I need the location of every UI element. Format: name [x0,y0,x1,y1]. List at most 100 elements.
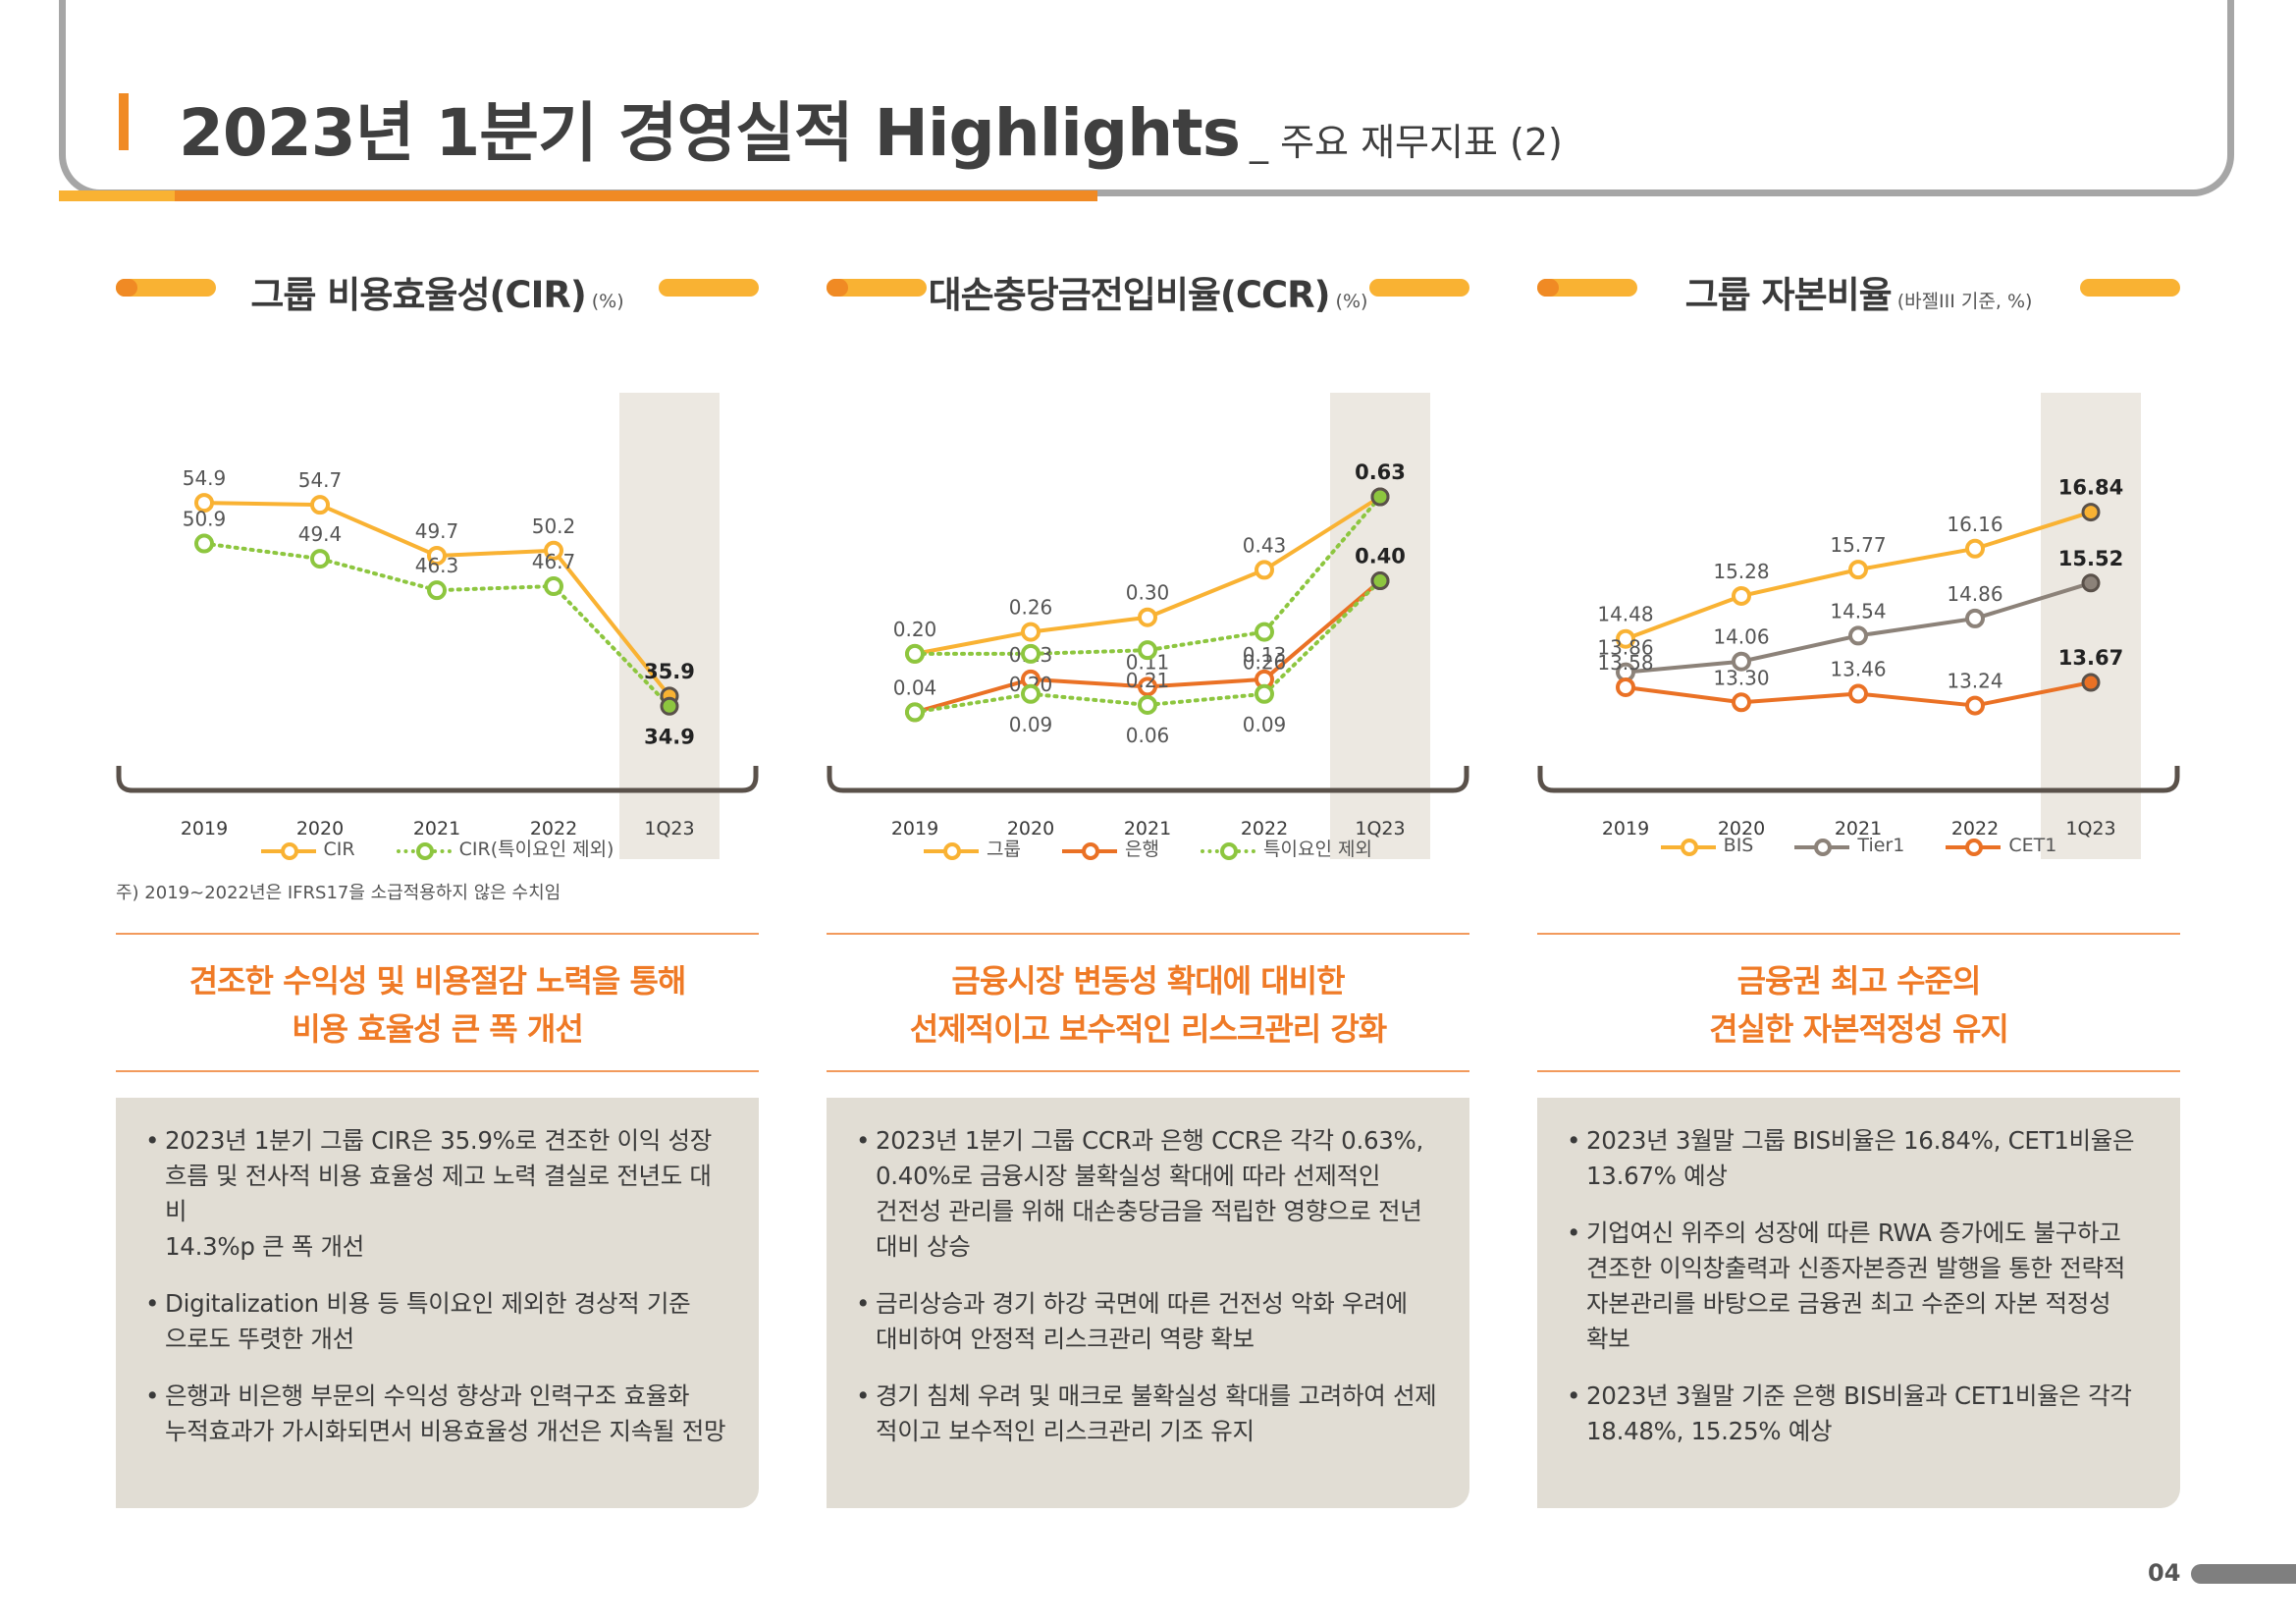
legend-swatch [396,841,452,860]
summary-rule-bottom [1537,1070,2180,1072]
data-label: 16.84 [2058,476,2123,500]
data-point [1138,607,1157,627]
summary-line: 금융시장 변동성 확대에 대비한 [951,962,1345,1000]
data-label: 0.04 [893,676,937,699]
section-title-unit: (%) [1335,291,1368,312]
bullet-line: 적이고 보수적인 리스크관리 기조 유지 [876,1417,1255,1445]
data-point [544,576,563,597]
bullet-line: Digitalization 비용 등 특이요인 제외한 경상적 기준 [165,1289,691,1318]
data-point [1255,560,1274,580]
legend-label: BIS [1723,835,1754,856]
data-label: 46.3 [415,554,459,577]
bullet-line: 은행과 비은행 부문의 수익성 향상과 인력구조 효율화 [165,1381,690,1410]
x-tick-label: 2021 [413,818,460,839]
data-point [1848,560,1868,580]
data-label: 0.43 [1243,533,1287,557]
bullet-item: 2023년 1분기 그룹 CCR과 은행 CCR은 각각 0.63%, 0.40%… [856,1123,1440,1265]
data-label: 49.4 [298,522,343,546]
legend-item-cir-excl: CIR(특이요인 제외) [396,835,614,861]
data-point [1732,585,1751,606]
bullet-line: 2023년 3월말 그룹 BIS비율은 16.84%, CET1비율은 [1586,1126,2135,1155]
summary-line: 견실한 자본적정성 유지 [1709,1010,2009,1048]
data-label: 50.2 [532,514,576,538]
section-title-text: 그룹 자본비율 [1684,274,1893,316]
data-point [660,696,679,716]
data-point [905,702,925,723]
cir-chart: 2019 2020 2021 2022 1Q23 54.9 54.7 49.7 50.2 35.9… [116,393,759,859]
data-point [427,580,447,601]
bullet-line: 자본관리를 바탕으로 금융권 최고 수준의 자본 적정성 [1586,1289,2111,1318]
legend-item-excl: 특이요인 제외 [1201,835,1372,861]
summary-rule-bottom [827,1070,1469,1072]
summary-rule-top [116,933,759,935]
data-label: 0.26 [1009,596,1053,620]
bullet-line: 기업여신 위주의 성장에 따른 RWA 증가에도 불구하고 [1586,1218,2121,1247]
bullet-line: 0.40%로 금융시장 불확실성 확대에 따라 선제적인 [876,1162,1381,1190]
data-point [1965,538,1985,559]
section-title-unit: (바젤III 기준, %) [1896,291,2033,312]
header-pill-right [659,279,759,297]
legend-label: 그룹 [987,839,1021,860]
data-point [1848,625,1868,646]
data-label: 0.21 [1126,669,1170,692]
section-title: 그룹 자본비율 (바젤III 기준, %) [1537,265,2180,318]
summary-rule-top [827,933,1469,935]
series-line [913,495,1382,656]
data-label: 13.58 [1597,651,1653,675]
data-label: 13.67 [2058,646,2123,670]
bullet-line: 으로도 뚜렷한 개선 [165,1325,354,1353]
data-label: 49.7 [415,519,459,543]
summary-line: 선제적이고 보수적인 리스크관리 강화 [909,1010,1387,1048]
data-label: 0.63 [1355,460,1406,484]
bullet-line: 대비 상승 [876,1232,971,1261]
section-header: 그룹 비용효율성(CIR) (%) [116,265,759,316]
section-title-unit: (%) [591,291,624,312]
page-title: 2023년 1분기 경영실적 Highlights _ 주요 재무지표 (2) [179,81,1563,175]
x-tick-label: 2019 [181,818,228,839]
data-point [1370,571,1390,591]
summary-headline: 견조한 수익성 및 비용절감 노력을 통해 비용 효율성 큰 폭 개선 [116,957,759,1054]
data-label: 13.46 [1830,658,1886,681]
bullet-line: 2023년 3월말 기준 은행 BIS비율과 CET1비율은 각각 [1586,1381,2132,1410]
data-point [1138,694,1157,715]
page-subtitle: _ 주요 재무지표 (2) [1250,121,1563,164]
data-point [310,549,330,569]
header-pill-left [827,279,927,297]
data-point [1255,622,1274,642]
data-label: 0.09 [1009,713,1053,736]
header-underline [59,190,1097,201]
legend-swatch [1062,841,1118,860]
data-point [1848,683,1868,704]
capital-ratio-section: 그룹 자본비율 (바젤III 기준, %) 2019 2020 2021 2022 1Q2… [1537,265,2180,1512]
data-label: 13.30 [1713,666,1769,689]
header-frame [59,0,2234,196]
data-point [1021,622,1041,642]
data-label: 35.9 [644,660,695,683]
data-point [1616,677,1635,697]
data-point [194,533,214,554]
data-point [1616,628,1635,649]
summary-line: 금융권 최고 수준의 [1736,962,1982,1000]
x-tick-label: 1Q23 [644,818,694,839]
legend-item-group: 그룹 [924,835,1021,861]
summary-line: 견조한 수익성 및 비용절감 노력을 통해 [188,962,687,1000]
section-header: 그룹 자본비율 (바젤III 기준, %) [1537,265,2180,316]
data-label: 0.40 [1355,545,1406,568]
data-label: 16.16 [1947,513,2002,536]
bullet-item: 2023년 3월말 그룹 BIS비율은 16.84%, CET1비율은 13.67… [1567,1123,2151,1194]
data-point [1965,695,1985,716]
legend-swatch [1946,838,2002,856]
x-axis-bracket [827,766,1469,793]
data-label: 14.06 [1713,625,1769,649]
data-point [194,493,214,514]
legend-item-cir: CIR [260,839,355,860]
footnote: 주) 2019~2022년은 IFRS17을 소급적용하지 않은 수치임 [116,883,561,903]
bullet-line: 경기 침체 우려 및 매크로 불확실성 확대를 고려하여 선제 [876,1381,1437,1410]
data-point [2081,503,2101,522]
x-tick-label: 1Q23 [1355,818,1405,839]
legend-swatch [1794,838,1850,856]
data-label: 54.9 [183,466,227,490]
